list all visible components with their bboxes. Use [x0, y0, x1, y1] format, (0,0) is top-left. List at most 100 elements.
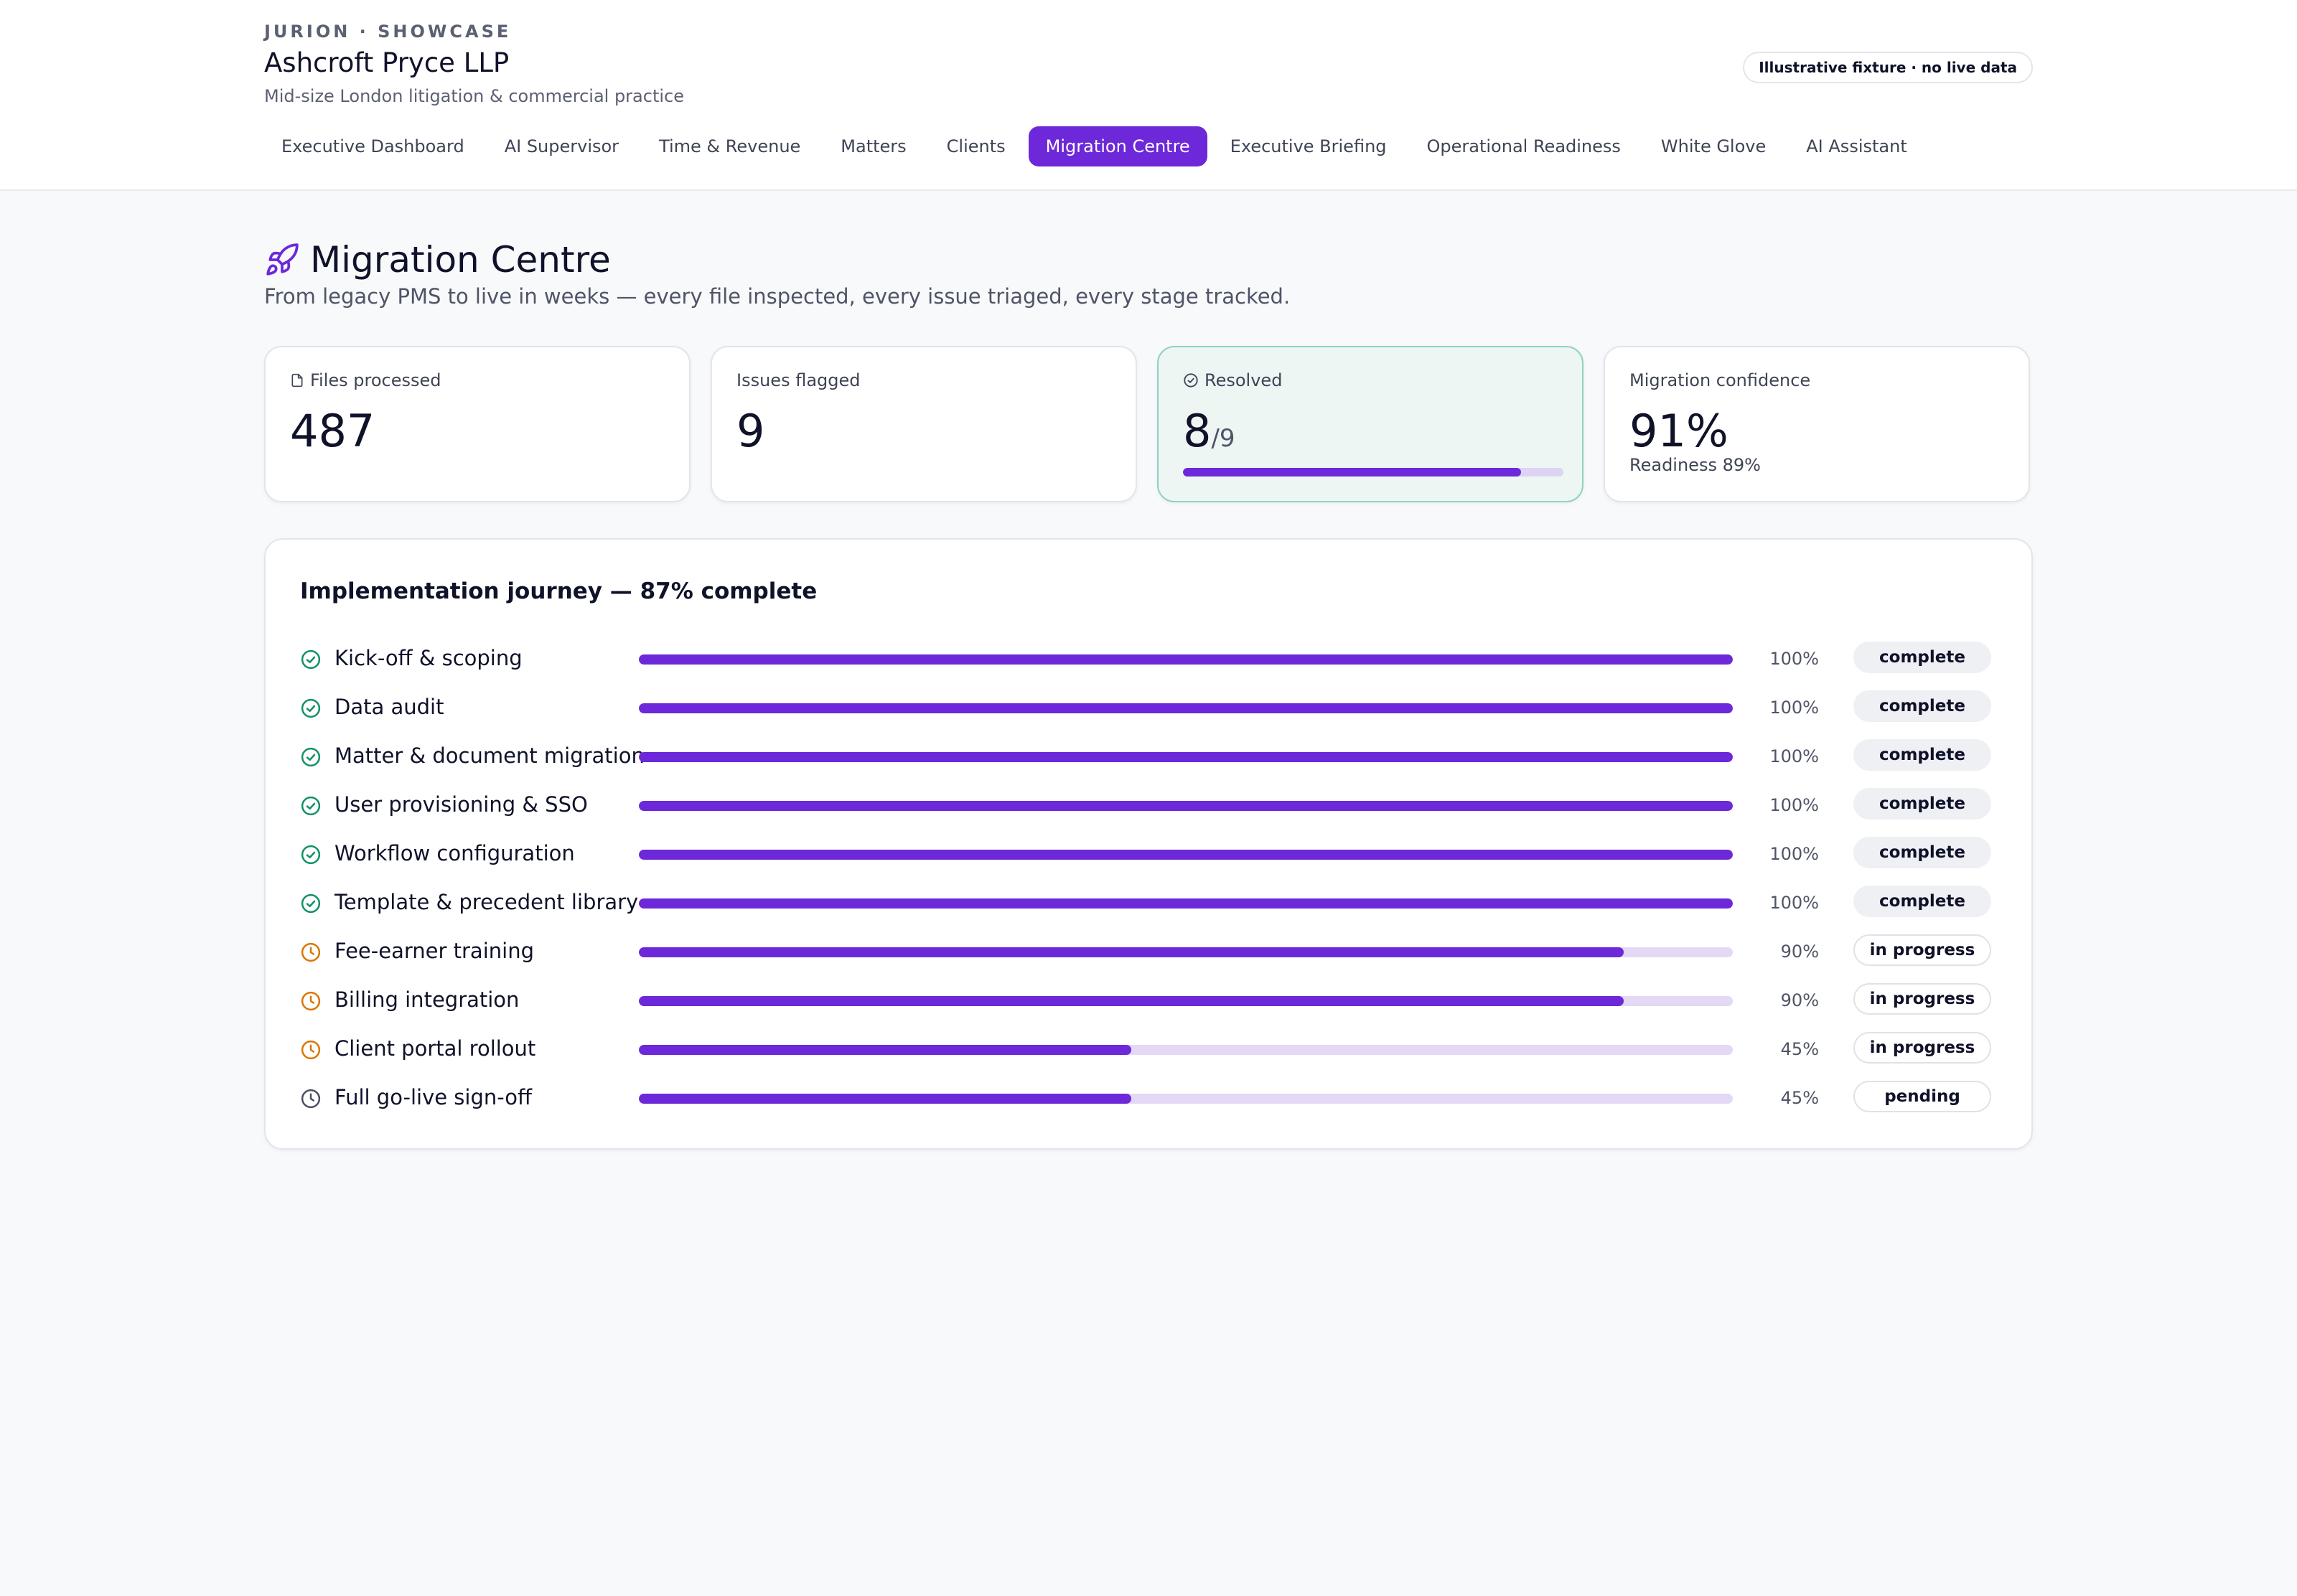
stage-percent: 100% [1769, 795, 1819, 815]
stage-progress-fill [639, 801, 1733, 811]
status-badge: complete [1853, 788, 1991, 820]
rocket-icon [266, 243, 299, 276]
status-badge: complete [1853, 837, 1991, 868]
clock-icon [301, 991, 321, 1011]
stage-progress-bar [639, 752, 1733, 762]
stage-progress-bar [639, 703, 1733, 713]
firm-description: Mid-size London litigation & commercial … [264, 86, 684, 106]
stage-progress-fill [639, 752, 1733, 762]
stage-progress-bar [639, 898, 1733, 909]
fixture-badge: Illustrative fixture · no live data [1743, 52, 2033, 83]
stage-row: Template & precedent library 100% complete [300, 886, 1998, 920]
check-circle-icon [301, 747, 321, 767]
tab-matters[interactable]: Matters [841, 136, 907, 156]
stage-label: Client portal rollout [335, 1036, 536, 1061]
stage-percent: 90% [1780, 942, 1819, 962]
stage-progress-bar [639, 1094, 1733, 1104]
tab-clients[interactable]: Clients [946, 136, 1006, 156]
kpi-label: Files processed [310, 370, 441, 390]
kpi-resolved: Resolved 8/9 [1157, 346, 1583, 502]
stage-percent: 90% [1780, 990, 1819, 1010]
status-badge: complete [1853, 886, 1991, 917]
stage-progress-fill [639, 703, 1733, 713]
stage-progress-fill [639, 1045, 1131, 1055]
stage-progress-bar [639, 654, 1733, 665]
stage-row: Billing integration 90% in progress [300, 983, 1998, 1018]
status-badge: in progress [1853, 983, 1991, 1015]
journey-title: Implementation journey — 87% complete [300, 578, 818, 604]
status-badge: in progress [1853, 1032, 1991, 1064]
stage-percent: 100% [1769, 844, 1819, 864]
tab-ai-assistant[interactable]: AI Assistant [1806, 136, 1907, 156]
stage-row: Data audit 100% complete [300, 690, 1998, 725]
stage-progress-bar [639, 801, 1733, 811]
check-circle-icon [301, 845, 321, 865]
stage-row: Kick-off & scoping 100% complete [300, 642, 1998, 676]
firm-name: Ashcroft Pryce LLP [264, 47, 510, 78]
resolved-count: 8 [1183, 405, 1212, 457]
resolved-progress-bar [1183, 468, 1563, 477]
check-circle-icon [301, 796, 321, 816]
stage-progress-bar [639, 1045, 1733, 1055]
tab-white-glove[interactable]: White Glove [1660, 136, 1767, 156]
kpi-value: 9 [736, 405, 765, 457]
main-nav: Executive Dashboard AI Supervisor Time &… [264, 126, 1930, 166]
page-title: Migration Centre [310, 239, 611, 281]
tab-migration-centre[interactable]: Migration Centre [1028, 126, 1207, 166]
stage-progress-fill [639, 850, 1733, 860]
page-subtitle: From legacy PMS to live in weeks — every… [264, 284, 1291, 309]
check-circle-icon [301, 893, 321, 914]
tab-operational-readiness[interactable]: Operational Readiness [1426, 136, 1621, 156]
kpi-value: 8/9 [1183, 405, 1235, 457]
kpi-issues-flagged: Issues flagged 9 [711, 346, 1137, 502]
tab-executive-briefing[interactable]: Executive Briefing [1230, 136, 1387, 156]
tab-executive-dashboard[interactable]: Executive Dashboard [281, 136, 464, 156]
kpi-value: 91% [1629, 405, 1728, 457]
kpi-value: 487 [290, 405, 375, 457]
stage-label: User provisioning & SSO [335, 792, 588, 817]
status-badge: pending [1853, 1081, 1991, 1112]
kpi-migration-confidence: Migration confidence 91% Readiness 89% [1604, 346, 2030, 502]
stage-row: Client portal rollout 45% in progress [300, 1032, 1998, 1066]
stage-row: Fee-earner training 90% in progress [300, 934, 1998, 969]
resolved-total: /9 [1211, 424, 1235, 453]
stage-label: Billing integration [335, 987, 520, 1012]
product-eyebrow: JURION · SHOWCASE [264, 22, 512, 42]
stage-progress-bar [639, 947, 1733, 957]
stage-label: Kick-off & scoping [335, 646, 523, 670]
stage-percent: 100% [1769, 698, 1819, 718]
stage-label: Data audit [335, 695, 444, 719]
status-badge: complete [1853, 690, 1991, 722]
implementation-journey-card: Implementation journey — 87% complete Ki… [264, 538, 2033, 1150]
stage-label: Fee-earner training [335, 939, 534, 963]
stage-percent: 45% [1780, 1088, 1819, 1108]
check-circle-icon [301, 649, 321, 670]
stage-row: Workflow configuration 100% complete [300, 837, 1998, 871]
tab-ai-supervisor[interactable]: AI Supervisor [504, 136, 619, 156]
stage-label: Workflow configuration [335, 841, 575, 865]
clock-icon [301, 1089, 321, 1109]
clock-icon [301, 1040, 321, 1060]
stage-percent: 100% [1769, 893, 1819, 913]
stage-progress-bar [639, 996, 1733, 1006]
stage-percent: 45% [1780, 1039, 1819, 1059]
kpi-label: Issues flagged [736, 370, 861, 390]
kpi-label: Migration confidence [1629, 370, 1811, 390]
status-badge: in progress [1853, 934, 1991, 966]
page-title-row: Migration Centre [264, 237, 611, 283]
tab-time-revenue[interactable]: Time & Revenue [659, 136, 801, 156]
stage-progress-bar [639, 850, 1733, 860]
stage-row: Full go-live sign-off 45% pending [300, 1081, 1998, 1115]
kpi-label: Resolved [1204, 370, 1283, 390]
status-badge: complete [1853, 739, 1991, 771]
file-icon [291, 373, 303, 388]
stage-percent: 100% [1769, 746, 1819, 766]
stage-progress-fill [639, 996, 1624, 1006]
status-badge: complete [1853, 642, 1991, 673]
stage-percent: 100% [1769, 649, 1819, 669]
kpi-files-processed: Files processed 487 [264, 346, 691, 502]
stage-progress-fill [639, 1094, 1131, 1104]
stage-label: Matter & document migration [335, 743, 645, 768]
check-circle-icon [1184, 373, 1198, 388]
app-header: JURION · SHOWCASE Ashcroft Pryce LLP Mid… [0, 0, 2297, 191]
